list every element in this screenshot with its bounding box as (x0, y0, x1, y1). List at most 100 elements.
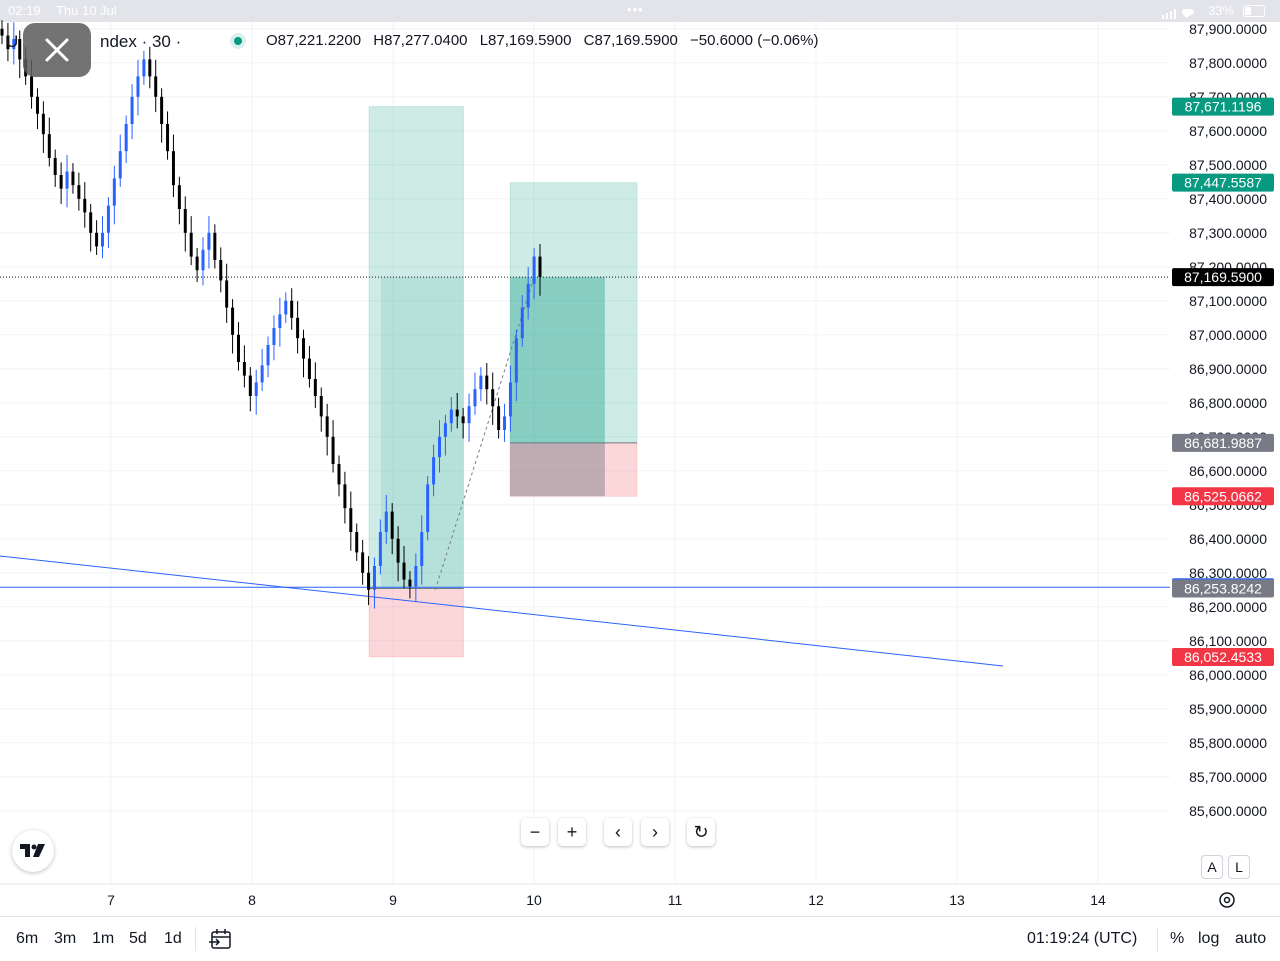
candle-body (414, 566, 418, 587)
ohlc-change: −50.6000 (−0.06%) (690, 32, 819, 49)
auto-scale-a-button[interactable]: A (1201, 855, 1223, 879)
price-axis[interactable]: 87,900.000087,800.000087,700.000087,600.… (0, 21, 1280, 885)
symbol-prefix[interactable]: U (6, 32, 19, 51)
candle-body (213, 232, 217, 260)
candle-body (372, 566, 376, 590)
price-tag-text-stop-2: 86,525.0662 (1184, 488, 1262, 504)
price-axis-label: 87,900.0000 (1189, 21, 1267, 37)
log-scale-l-button[interactable]: L (1228, 855, 1250, 879)
candle-body (207, 232, 211, 250)
close-button[interactable] (23, 23, 91, 77)
candle-body (390, 511, 394, 539)
candle-body (426, 484, 430, 532)
candle-body (503, 416, 507, 430)
candle-body (343, 484, 347, 509)
range-3m-button[interactable]: 3m (54, 930, 77, 947)
candle-body (148, 59, 152, 77)
price-tag-text-stop-1: 86,052.4533 (1184, 649, 1262, 665)
candle-body (272, 328, 276, 345)
price-axis-label: 86,900.0000 (1189, 361, 1267, 377)
candle-body (18, 39, 22, 60)
status-bar: 02:19 Thu 10 Jul ••• 33% (0, 0, 1280, 22)
candle-body (183, 209, 187, 233)
go-to-date-icon[interactable] (209, 928, 233, 950)
candle-body (260, 365, 264, 383)
scroll-right-button[interactable]: › (641, 818, 669, 846)
battery-percent: 33% (1208, 3, 1235, 18)
candle-body (278, 314, 282, 328)
price-tags: 87,671.1196 87,447.5587 87,169.5900 86,681.… (1172, 97, 1274, 666)
candle-body (349, 508, 353, 532)
candle-body (307, 358, 311, 379)
candle-body (154, 76, 158, 97)
time-axis-label: 11 (668, 892, 683, 908)
range-1m-button[interactable]: 1m (92, 930, 115, 947)
price-chart[interactable]: 87,900.000087,800.000087,700.000087,600.… (0, 0, 1280, 916)
candle-body (514, 338, 518, 383)
candle-body (89, 212, 93, 233)
ohlc-high: H87,277.0400 (373, 32, 468, 49)
drawing-lines (0, 276, 1170, 667)
time-axis[interactable]: 7 8 9 10 11 12 13 14 (107, 892, 1106, 908)
candle-body (59, 175, 63, 189)
price-axis-label: 86,400.0000 (1189, 531, 1267, 547)
candle-body (136, 76, 140, 97)
tradingview-logo[interactable] (12, 830, 54, 872)
zoom-in-button[interactable]: + (558, 818, 586, 846)
position-path-line (434, 277, 535, 590)
candle-body (6, 35, 10, 50)
price-tag-target-2 (1172, 173, 1274, 192)
position-zones (368, 106, 638, 658)
scroll-left-button[interactable]: ‹ (604, 818, 632, 846)
utc-clock[interactable]: 01:19:24 (UTC) (1027, 930, 1138, 947)
battery-icon (1243, 5, 1265, 17)
wifi-icon (1162, 7, 1194, 19)
ohlc-low: L87,169.5900 (479, 32, 572, 49)
price-axis-label: 87,800.0000 (1189, 55, 1267, 71)
range-5d-button[interactable]: 5d (129, 930, 147, 947)
candle-body (112, 178, 116, 206)
chart-settings-icon[interactable] (1217, 890, 1237, 910)
symbol-title[interactable]: ndex · 30 · (100, 32, 182, 51)
time-axis-label: 7 (107, 892, 115, 908)
reset-chart-button[interactable]: ↻ (687, 818, 715, 846)
candle-body (420, 532, 424, 566)
auto-scale-button[interactable]: auto (1235, 930, 1267, 947)
price-axis-background (1170, 22, 1280, 884)
candle-body (236, 334, 240, 362)
time-axis-label: 10 (526, 892, 542, 908)
price-tag-target-1 (1172, 97, 1274, 116)
multitask-dots[interactable]: ••• (627, 2, 644, 17)
candle-body (106, 205, 110, 233)
percent-scale-button[interactable]: % (1170, 930, 1185, 947)
candle-body (479, 375, 483, 390)
candle-body (195, 256, 199, 271)
candle-body (189, 232, 193, 257)
candle-body (313, 379, 317, 396)
zoom-out-button[interactable]: − (521, 818, 549, 846)
candle-body (331, 436, 335, 464)
price-axis-label: 87,300.0000 (1189, 225, 1267, 241)
candle-body (319, 396, 323, 417)
price-tag-entry-1 (1172, 579, 1274, 598)
candle-body (254, 382, 258, 396)
candle-body (225, 280, 229, 308)
range-1d-button[interactable]: 1d (164, 930, 182, 947)
candle-body (77, 185, 81, 199)
candle-body (455, 409, 459, 417)
candle-body (83, 198, 87, 213)
candle-body (166, 124, 170, 152)
candle-body (408, 579, 412, 587)
candle-body (219, 260, 223, 281)
time-axis-label: 8 (248, 892, 256, 908)
candle-body (467, 406, 471, 424)
candle-body (367, 572, 371, 590)
price-axis-label: 86,200.0000 (1189, 599, 1267, 615)
candle-body (35, 96, 39, 114)
candle-body (290, 300, 294, 318)
candle-body (53, 158, 57, 175)
candle-body (337, 464, 341, 485)
log-scale-button[interactable]: log (1198, 930, 1220, 947)
range-6m-button[interactable]: 6m (16, 930, 39, 947)
candle-body (296, 317, 300, 339)
